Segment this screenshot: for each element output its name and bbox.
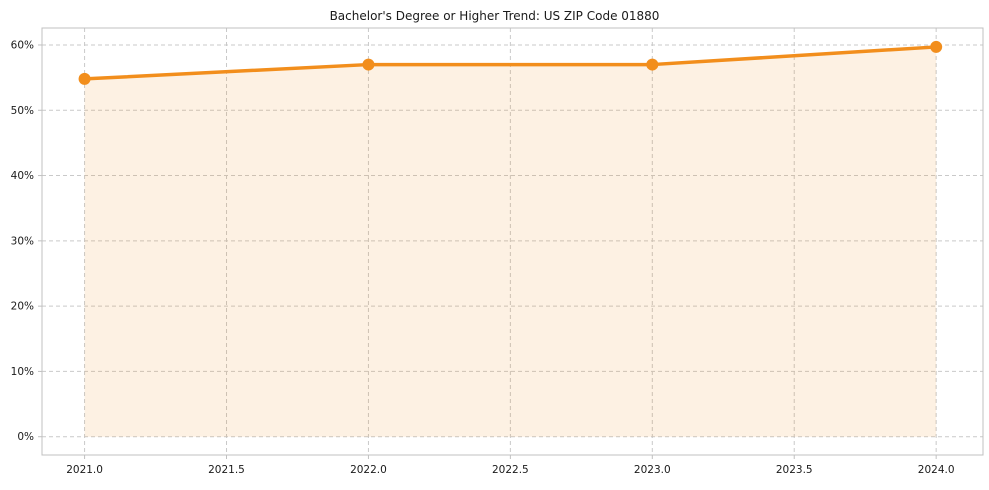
x-tick-label: 2023.0 [634, 464, 671, 476]
y-tick-label: 60% [11, 39, 34, 51]
y-tick-label: 30% [11, 235, 34, 247]
y-tick-label: 40% [11, 170, 34, 182]
chart-title: Bachelor's Degree or Higher Trend: US ZI… [329, 9, 660, 23]
x-tick-label: 2023.5 [776, 464, 813, 476]
gridlines [42, 28, 983, 455]
data-markers [78, 40, 943, 85]
plot-border [41, 27, 984, 456]
data-point [78, 72, 91, 85]
y-tick-label: 0% [17, 431, 34, 443]
data-point [362, 58, 375, 71]
data-point [930, 40, 943, 53]
x-tick-label: 2022.5 [492, 464, 529, 476]
area-fill [84, 46, 937, 437]
y-tick-label: 50% [11, 105, 34, 117]
tick-labels: 2021.0 2021.5 2022.0 2022.5 2023.0 2023.5 2024… [11, 39, 955, 476]
y-tick-label: 10% [11, 366, 34, 378]
x-tick-label: 2021.5 [208, 464, 245, 476]
tick-marks [38, 44, 937, 459]
trend-line [82, 45, 938, 81]
x-tick-label: 2022.0 [350, 464, 387, 476]
y-tick-label: 20% [11, 301, 34, 313]
plot-area [42, 28, 983, 455]
x-tick-label: 2021.0 [66, 464, 103, 476]
data-point [646, 58, 659, 71]
x-tick-label: 2024.0 [918, 464, 955, 476]
